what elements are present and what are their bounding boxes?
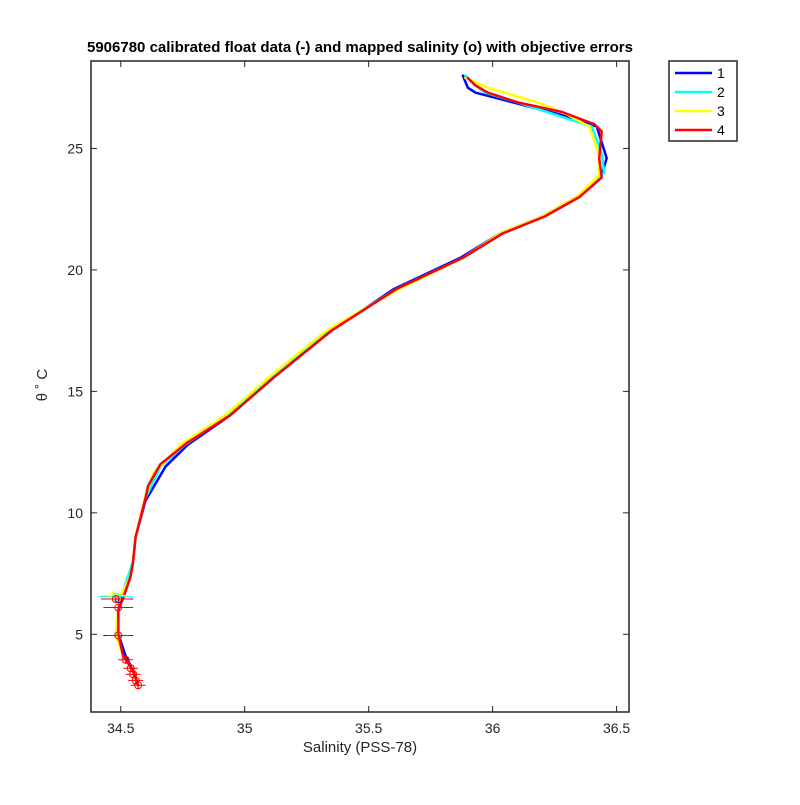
y-axis-label: θ ˚ C bbox=[34, 369, 51, 402]
mapped-point-marker bbox=[114, 631, 123, 640]
x-tick-label: 35.5 bbox=[355, 720, 382, 736]
chart-title: 5906780 calibrated float data (-) and ma… bbox=[87, 39, 633, 56]
axes: 34.5 35 35.5 36 36.5 5 10 15 20 25 bbox=[67, 60, 630, 736]
mapped-point-marker bbox=[114, 603, 123, 612]
mapped-point-marker bbox=[111, 595, 120, 604]
plot-area bbox=[98, 74, 608, 690]
x-tick-label: 34.5 bbox=[107, 720, 134, 736]
y-tick-label: 15 bbox=[67, 383, 83, 399]
x-tick-label: 35 bbox=[237, 720, 253, 736]
legend-label-2: 2 bbox=[717, 84, 725, 100]
legend-label-4: 4 bbox=[717, 122, 725, 138]
legend-box bbox=[668, 60, 738, 142]
mapped-point-4 bbox=[130, 681, 146, 690]
legend: 1 2 3 4 bbox=[668, 60, 738, 142]
y-tick-label: 20 bbox=[67, 262, 83, 278]
y-tick-label: 5 bbox=[75, 626, 83, 642]
mapped-point-4 bbox=[100, 595, 131, 604]
y-tick-label: 10 bbox=[67, 505, 83, 521]
mapped-point-4 bbox=[103, 603, 134, 612]
legend-label-1: 1 bbox=[717, 65, 725, 81]
x-tick-label: 36 bbox=[485, 720, 501, 736]
mapped-point-marker bbox=[134, 681, 143, 690]
x-axis-label: Salinity (PSS-78) bbox=[303, 739, 417, 756]
mapped-point-marker bbox=[121, 655, 130, 664]
axes-box bbox=[90, 60, 630, 713]
mapped-point-4 bbox=[105, 631, 131, 640]
mapped-point-4 bbox=[118, 655, 134, 664]
mapped-point-marker bbox=[131, 676, 140, 685]
y-tick-label: 25 bbox=[67, 140, 83, 156]
legend-label-3: 3 bbox=[717, 103, 725, 119]
series-line-4 bbox=[117, 76, 603, 687]
x-tick-label: 36.5 bbox=[603, 720, 630, 736]
